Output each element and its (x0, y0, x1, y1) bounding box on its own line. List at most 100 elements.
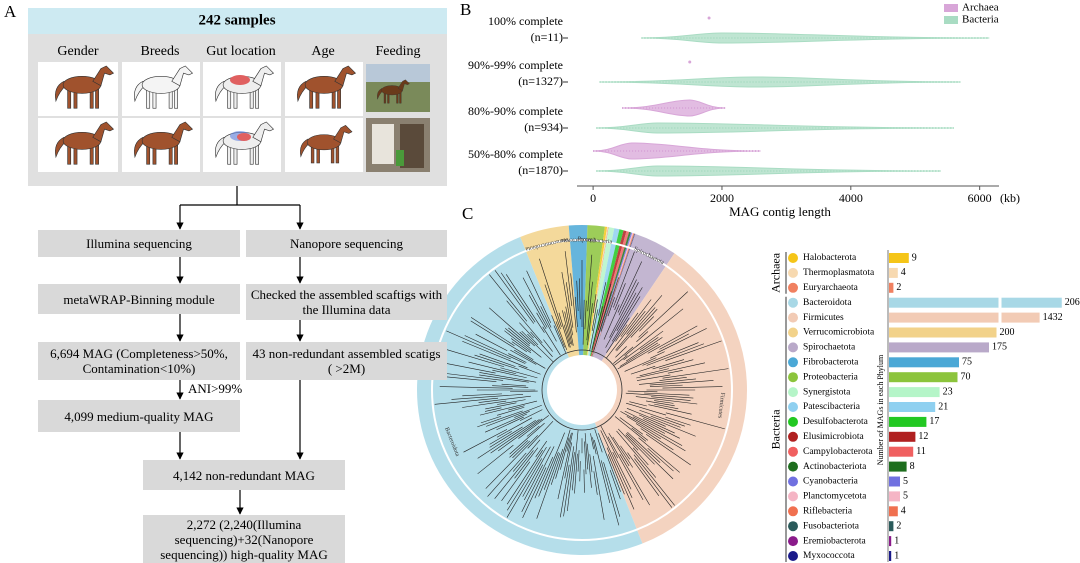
category-label: Halobacterota (803, 253, 857, 263)
tree-branch (477, 444, 514, 475)
value-label: 1 (894, 550, 899, 561)
tree-branch (642, 342, 699, 366)
tree-branch (485, 435, 538, 489)
tree-branch (539, 258, 562, 327)
tree-branch (574, 453, 578, 494)
tree-branch (625, 392, 694, 399)
legend-dot (788, 387, 798, 398)
tree-branch (639, 368, 669, 377)
category-label: Desulfobacterota (803, 416, 869, 427)
factor: Breeds (141, 44, 180, 59)
tree-wedge (520, 225, 580, 358)
category-label: Fusobacteriota (803, 521, 860, 531)
legend-dot (788, 282, 798, 293)
flow-node: 2,272 (2,240(Illumina sequencing)+32(Nan… (143, 515, 345, 563)
tree-branch (592, 437, 597, 455)
tree-branch (630, 308, 658, 338)
legend-dot (788, 521, 798, 532)
tree-branch (638, 291, 688, 338)
tree-branch (635, 396, 698, 405)
tree-branch (505, 274, 545, 333)
flow-node: 4,099 medium-quality MAG (38, 400, 240, 432)
legend-dot (788, 342, 798, 353)
tree-branch (510, 390, 538, 393)
tree-branch (508, 327, 530, 347)
tree-branch (496, 416, 524, 431)
tree-branch (446, 349, 505, 368)
tree-branch (478, 395, 531, 403)
tree-branch (509, 422, 545, 455)
category-label: Proteobacteria (803, 372, 859, 382)
value-label: 2 (896, 282, 901, 293)
tree-label: Proteobacteria (577, 236, 612, 245)
tree-branch (485, 402, 517, 410)
tree-branch (505, 328, 542, 358)
tree-branch (614, 283, 626, 310)
tree-branch (526, 270, 552, 323)
flow-arrows (176, 186, 304, 515)
tree-branch (536, 453, 561, 519)
tree-branch (651, 396, 691, 401)
category-label: 50%-80% complete (468, 147, 563, 161)
bar (889, 357, 959, 368)
tree-branch (521, 446, 555, 512)
tree-branch (484, 407, 502, 412)
tree-branch (593, 291, 612, 351)
tree-wedge (587, 227, 615, 356)
tree-branch (462, 400, 507, 408)
value-label: 1432 (1043, 312, 1063, 323)
tree-branch (616, 287, 643, 331)
tree-branch (606, 299, 652, 359)
value-label: 5 (903, 476, 908, 487)
tree-branch (489, 426, 523, 448)
tree-branch (662, 386, 723, 389)
category-label: 90%-99% complete (468, 58, 563, 72)
tree-branch (606, 447, 635, 510)
tree-branch (522, 446, 551, 497)
tree-branch (507, 446, 547, 511)
x-axis-title: MAG contig length (729, 204, 831, 219)
tree-branch (630, 365, 656, 375)
category-count: (n=11) (531, 30, 563, 44)
tree-branch (626, 408, 696, 437)
tree-branch (462, 340, 528, 369)
tree-branch (500, 367, 538, 379)
tree-branch (638, 378, 696, 385)
factor: Age (311, 44, 334, 59)
factor: Gut location (206, 44, 276, 59)
tree-branch (649, 384, 683, 388)
tree-branch (474, 354, 519, 370)
tree-wedge (586, 226, 608, 356)
tree-branch (555, 321, 568, 351)
tree-wedge (593, 233, 635, 357)
tree-branch (639, 316, 654, 332)
bar (889, 551, 892, 561)
legend-dot (788, 506, 798, 517)
legend-dot (788, 536, 798, 547)
tree-branch (564, 251, 573, 307)
tree-branch (646, 343, 705, 366)
tree-wedge (587, 227, 609, 356)
tree-branch (624, 410, 680, 439)
tree-branch (494, 270, 534, 324)
legend-swatch (944, 4, 958, 12)
tree-branch (635, 423, 661, 440)
bar (889, 372, 958, 383)
flow-node: 43 non-redundant assembled scatigs ( >2M… (246, 342, 447, 380)
tree-branch (607, 436, 644, 501)
bar (889, 476, 900, 487)
factor: Gender (57, 44, 99, 59)
tree-branch (579, 278, 581, 320)
tree-branch (492, 369, 527, 379)
flow-node: Checked the assembled scaftigs with the … (246, 284, 447, 320)
value-label: 8 (910, 461, 915, 472)
flow-title: 242 samples (198, 12, 275, 28)
phylo-tree: BacteroidotaFirmicutesVerrucomicrobiotaF… (417, 225, 748, 555)
tree-branch (589, 454, 593, 473)
tree-branch (640, 428, 674, 451)
legend-dot (788, 267, 798, 278)
tree-wedge (587, 226, 609, 356)
tree-branch (486, 404, 542, 427)
tree-branch (616, 307, 656, 352)
tree-branch (542, 326, 561, 356)
